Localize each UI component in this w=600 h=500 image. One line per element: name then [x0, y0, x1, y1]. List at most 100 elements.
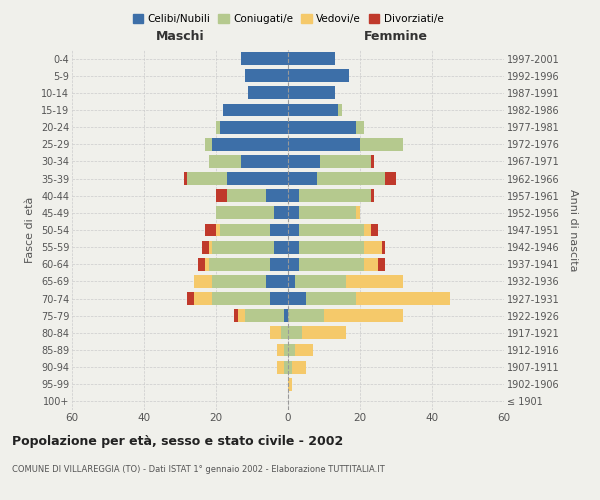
Bar [360, 138, 403, 150]
Bar [288, 360, 292, 374]
Bar [371, 190, 374, 202]
Bar [212, 275, 266, 288]
Bar [187, 172, 227, 185]
Bar [299, 240, 364, 254]
Bar [299, 224, 364, 236]
Bar [216, 120, 220, 134]
Bar [288, 190, 299, 202]
Bar [299, 258, 364, 270]
Bar [274, 240, 288, 254]
Bar [299, 190, 371, 202]
Bar [212, 240, 274, 254]
Bar [216, 224, 220, 236]
Bar [209, 258, 270, 270]
Bar [212, 292, 270, 305]
Bar [288, 344, 295, 356]
Bar [281, 326, 288, 340]
Bar [227, 190, 266, 202]
Y-axis label: Anni di nascita: Anni di nascita [568, 188, 578, 271]
Bar [205, 224, 216, 236]
Bar [324, 310, 403, 322]
Bar [288, 258, 299, 270]
Text: Femmine: Femmine [364, 30, 428, 43]
Bar [284, 310, 288, 322]
Bar [216, 206, 274, 220]
Bar [220, 120, 288, 134]
Bar [295, 344, 313, 356]
Bar [245, 70, 288, 82]
Bar [270, 258, 288, 270]
Bar [241, 52, 288, 65]
Bar [364, 240, 382, 254]
Bar [270, 292, 288, 305]
Text: COMUNE DI VILLAREGGIA (TO) - Dati ISTAT 1° gennaio 2002 - Elaborazione TUTTITALI: COMUNE DI VILLAREGGIA (TO) - Dati ISTAT … [12, 465, 385, 474]
Text: Popolazione per età, sesso e stato civile - 2002: Popolazione per età, sesso e stato civil… [12, 435, 343, 448]
Bar [299, 206, 356, 220]
Bar [194, 275, 212, 288]
Bar [356, 206, 360, 220]
Bar [194, 292, 212, 305]
Bar [288, 310, 324, 322]
Bar [270, 224, 288, 236]
Bar [202, 240, 209, 254]
Bar [248, 86, 288, 100]
Bar [288, 326, 302, 340]
Bar [277, 360, 284, 374]
Bar [284, 344, 288, 356]
Bar [288, 292, 306, 305]
Bar [220, 224, 270, 236]
Bar [209, 240, 212, 254]
Bar [288, 206, 299, 220]
Bar [288, 275, 295, 288]
Text: Maschi: Maschi [155, 30, 205, 43]
Bar [306, 292, 356, 305]
Bar [288, 104, 338, 117]
Bar [227, 172, 288, 185]
Bar [270, 326, 281, 340]
Bar [266, 275, 288, 288]
Bar [241, 155, 288, 168]
Bar [356, 120, 364, 134]
Bar [187, 292, 194, 305]
Bar [238, 310, 245, 322]
Bar [234, 310, 238, 322]
Bar [284, 360, 288, 374]
Bar [346, 275, 403, 288]
Y-axis label: Fasce di età: Fasce di età [25, 197, 35, 263]
Bar [212, 138, 288, 150]
Bar [184, 172, 187, 185]
Bar [198, 258, 205, 270]
Bar [223, 104, 288, 117]
Bar [317, 172, 385, 185]
Bar [302, 326, 346, 340]
Bar [320, 155, 371, 168]
Bar [209, 155, 241, 168]
Bar [364, 224, 371, 236]
Bar [292, 360, 306, 374]
Bar [288, 240, 299, 254]
Bar [371, 224, 378, 236]
Bar [288, 52, 335, 65]
Bar [371, 155, 374, 168]
Bar [205, 138, 212, 150]
Bar [288, 224, 299, 236]
Bar [356, 292, 450, 305]
Bar [216, 190, 227, 202]
Bar [378, 258, 385, 270]
Bar [266, 190, 288, 202]
Bar [288, 172, 317, 185]
Bar [288, 86, 335, 100]
Bar [338, 104, 342, 117]
Bar [364, 258, 378, 270]
Bar [382, 240, 385, 254]
Bar [245, 310, 284, 322]
Bar [274, 206, 288, 220]
Bar [205, 258, 209, 270]
Bar [288, 70, 349, 82]
Legend: Celibi/Nubili, Coniugati/e, Vedovi/e, Divorziati/e: Celibi/Nubili, Coniugati/e, Vedovi/e, Di… [128, 10, 448, 29]
Bar [288, 155, 320, 168]
Bar [288, 138, 360, 150]
Bar [295, 275, 346, 288]
Bar [288, 378, 292, 390]
Bar [385, 172, 396, 185]
